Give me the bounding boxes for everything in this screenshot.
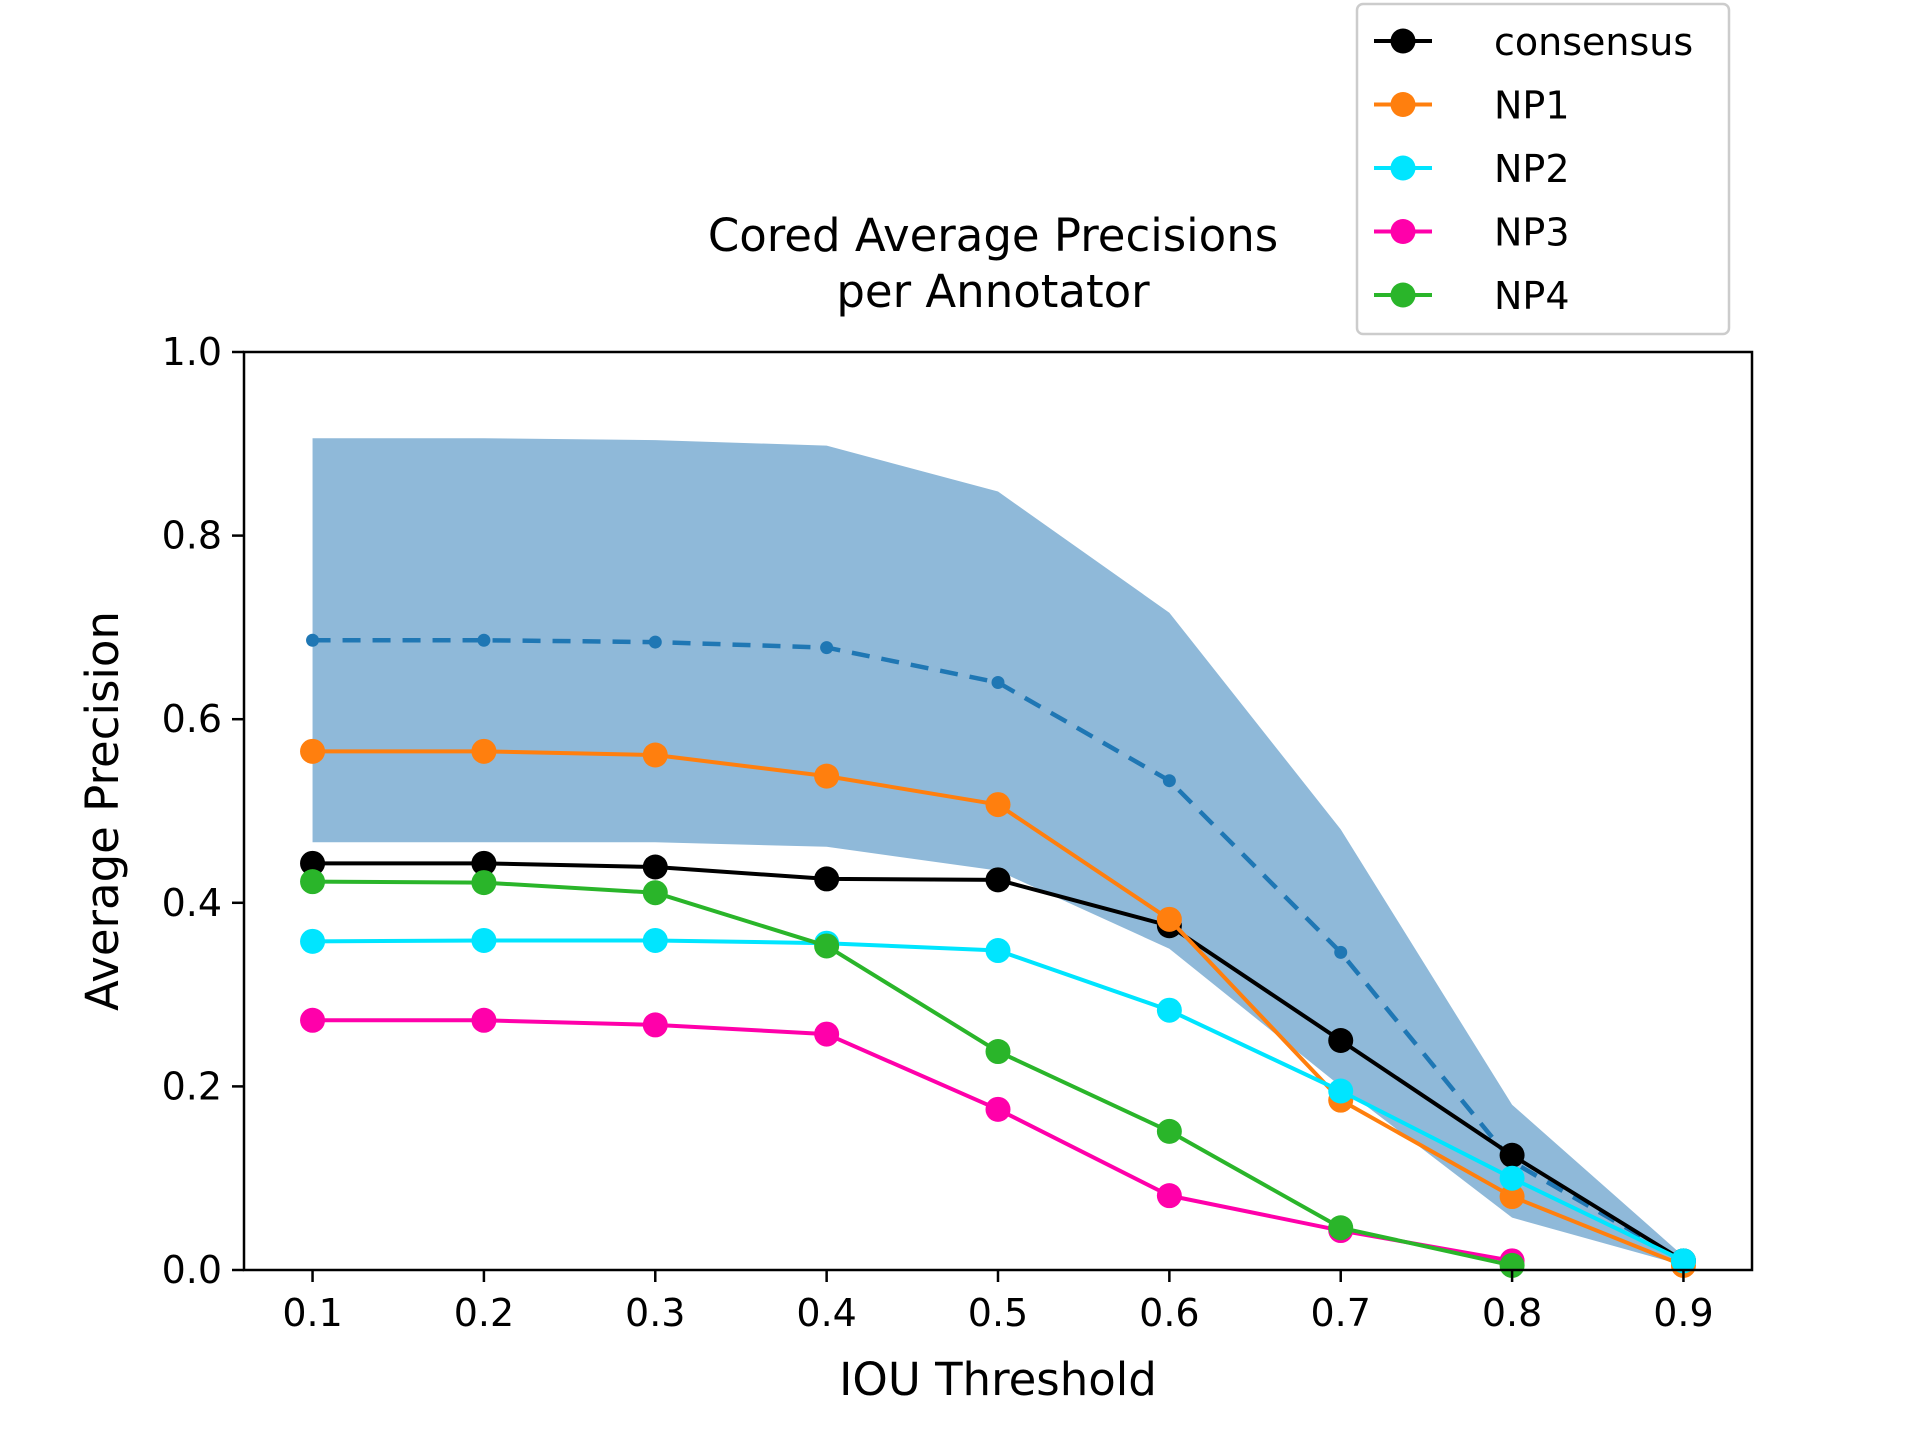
data-point <box>1156 906 1182 932</box>
data-point <box>1499 1142 1525 1168</box>
data-point <box>300 869 326 895</box>
legend-item-consensus: consensus <box>1374 20 1693 64</box>
data-point <box>471 738 497 764</box>
chart-title-line-2: per Annotator <box>836 265 1150 318</box>
y-tick-label: 0.0 <box>162 1248 222 1292</box>
series-line-NP3 <box>312 1018 1513 1263</box>
legend-item-NP1: NP1 <box>1374 84 1570 128</box>
data-point <box>1156 997 1182 1023</box>
legend-label: NP3 <box>1494 211 1570 255</box>
data-point <box>814 763 840 789</box>
legend-marker <box>1390 92 1416 117</box>
x-tick-label: 0.2 <box>454 1291 514 1335</box>
data-point <box>814 1021 840 1047</box>
series-NP4 <box>300 869 1525 1278</box>
legend-item-NP4: NP4 <box>1374 274 1570 318</box>
y-tick-label: 0.6 <box>162 697 222 741</box>
mean-point <box>1162 774 1176 788</box>
data-point <box>300 850 326 876</box>
y-tick-label: 0.4 <box>162 881 222 925</box>
data-point <box>985 1039 1011 1065</box>
data-point <box>985 867 1011 893</box>
data-point <box>1670 1248 1696 1274</box>
legend-marker <box>1390 282 1416 308</box>
mean-point <box>1334 945 1348 959</box>
x-axis: 0.1 0.2 0.3 0.4 0.5 0.6 0.7 0.8 0.9 <box>282 1270 1714 1335</box>
data-point <box>642 880 668 906</box>
plot-area <box>300 438 1696 1278</box>
data-point <box>642 927 668 953</box>
data-point <box>814 866 840 892</box>
y-tick-label: 1.0 <box>162 330 222 374</box>
mean-point <box>648 635 662 649</box>
mean-point <box>991 675 1005 689</box>
data-point <box>471 850 497 876</box>
data-point <box>300 928 326 954</box>
x-tick-label: 0.5 <box>968 1291 1028 1335</box>
y-axis: 0.0 0.2 0.4 0.6 0.8 1.0 <box>162 330 244 1292</box>
data-point <box>300 1007 326 1033</box>
data-point <box>985 938 1011 964</box>
y-axis-label: Average Precision <box>76 611 129 1011</box>
data-point <box>1328 1215 1354 1241</box>
x-axis-label: IOU Threshold <box>839 1353 1157 1406</box>
legend-items: consensus NP1 NP2 NP3 NP4 <box>1374 20 1693 318</box>
data-point <box>1499 1252 1525 1278</box>
x-tick-label: 0.9 <box>1653 1291 1713 1335</box>
mean-point <box>820 641 834 655</box>
legend-box <box>1355 2 1731 336</box>
legend-label: NP1 <box>1494 84 1570 128</box>
data-point <box>642 1012 668 1038</box>
series-layer <box>300 738 1696 1278</box>
data-point <box>1328 1028 1354 1053</box>
mean-point <box>477 633 491 647</box>
legend: consensus NP1 NP2 NP3 NP4 <box>1355 2 1731 336</box>
y-tick-label: 0.8 <box>162 514 222 558</box>
y-tick-label: 0.2 <box>162 1064 222 1108</box>
data-point <box>1499 1184 1525 1210</box>
legend-label: consensus <box>1494 20 1693 64</box>
data-point <box>1499 1165 1525 1191</box>
data-point <box>1328 1078 1354 1104</box>
legend-label: NP4 <box>1494 274 1570 318</box>
legend-item-NP3: NP3 <box>1374 211 1570 255</box>
legend-label: NP2 <box>1494 147 1570 191</box>
data-point <box>985 792 1011 818</box>
data-point <box>642 854 668 880</box>
mean-point <box>306 633 320 647</box>
data-point <box>300 738 326 764</box>
x-tick-label: 0.1 <box>282 1291 342 1335</box>
x-tick-label: 0.8 <box>1482 1291 1542 1335</box>
data-point <box>471 870 497 896</box>
data-point <box>471 1007 497 1033</box>
x-tick-label: 0.4 <box>796 1291 856 1335</box>
legend-item-NP2: NP2 <box>1374 147 1570 191</box>
data-point <box>642 742 668 768</box>
data-point <box>985 1096 1011 1122</box>
x-tick-label: 0.6 <box>1139 1291 1199 1335</box>
legend-marker <box>1390 155 1416 181</box>
legend-marker <box>1390 219 1416 244</box>
chart-title-line-1: Cored Average Precisions <box>708 209 1278 262</box>
series-NP2 <box>300 927 1696 1274</box>
data-point <box>814 933 840 959</box>
x-tick-label: 0.3 <box>625 1291 685 1335</box>
data-point <box>1156 1118 1182 1144</box>
data-point <box>1156 1183 1182 1209</box>
series-line-NP4 <box>312 879 1513 1268</box>
x-tick-label: 0.7 <box>1311 1291 1371 1335</box>
data-point <box>471 927 497 953</box>
legend-marker <box>1390 28 1416 54</box>
